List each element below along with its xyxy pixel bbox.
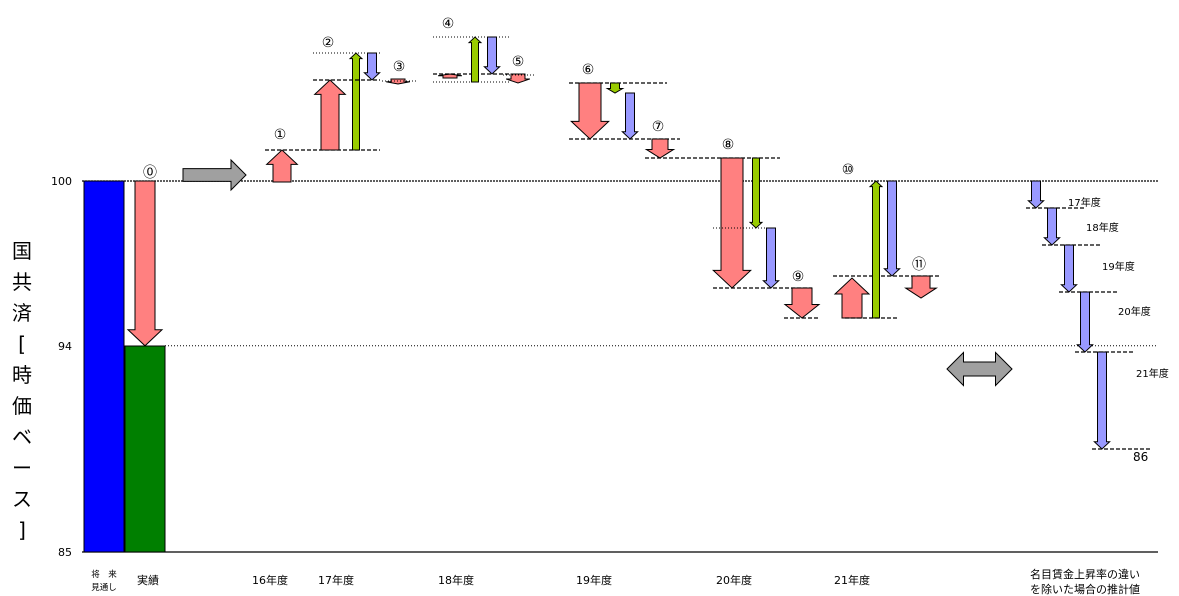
value-label: 86 bbox=[1133, 450, 1148, 464]
step-marker: ⑤ bbox=[512, 54, 525, 70]
step-6-arrow bbox=[570, 82, 610, 140]
step-4-arrow bbox=[438, 73, 462, 79]
step-marker: ③ bbox=[393, 59, 406, 75]
step-10-arrow-lavender bbox=[883, 180, 901, 277]
step-8-arrow-lavender bbox=[762, 227, 780, 289]
transition-arrow bbox=[182, 158, 247, 192]
category-label: を除いた場合の推計値 bbox=[1030, 582, 1140, 596]
step-7-arrow bbox=[644, 138, 676, 159]
step-marker: ④ bbox=[442, 16, 455, 32]
category-label: 将 来 bbox=[91, 569, 117, 580]
step-marker: ⓪ bbox=[143, 165, 157, 181]
step-marker: ⑥ bbox=[582, 62, 595, 78]
y-axis-label-char: 共 bbox=[12, 270, 32, 294]
step-6-arrow-green bbox=[605, 82, 625, 94]
step-2-arrow-green bbox=[348, 52, 364, 151]
fiscal-step-arrow-0 bbox=[1027, 180, 1045, 209]
fiscal-step-arrow-1 bbox=[1043, 207, 1061, 246]
fiscal-year-label: 21年度 bbox=[1136, 367, 1169, 380]
step-9-arrow bbox=[783, 287, 821, 319]
y-tick-label: 85 bbox=[58, 546, 72, 559]
fiscal-year-label: 17年度 bbox=[1068, 196, 1101, 209]
fiscal-step-arrow-4 bbox=[1093, 351, 1111, 450]
step-1-arrow bbox=[265, 149, 299, 183]
y-axis-label-char: ー bbox=[12, 456, 32, 480]
step-marker: ⑦ bbox=[652, 119, 665, 135]
y-axis-label-char: 済 bbox=[12, 301, 32, 325]
category-label: 16年度 bbox=[252, 573, 288, 587]
step-marker: ⑧ bbox=[722, 137, 735, 153]
category-label: 17年度 bbox=[318, 573, 354, 587]
category-label: 18年度 bbox=[438, 573, 474, 587]
step-2-arrow-lavender bbox=[363, 52, 381, 81]
step-11-arrow bbox=[904, 275, 938, 299]
category-label: 19年度 bbox=[576, 573, 612, 587]
y-tick-label: 100 bbox=[51, 175, 72, 188]
y-axis-label-char: ベ bbox=[12, 425, 32, 449]
category-label: 20年度 bbox=[716, 573, 752, 587]
category-label: 実績 bbox=[137, 573, 159, 587]
step-marker: ⑨ bbox=[792, 269, 805, 285]
fiscal-year-label: 18年度 bbox=[1086, 221, 1119, 234]
fiscal-step-arrow-3 bbox=[1076, 291, 1094, 353]
y-axis-label-char: [ bbox=[18, 332, 26, 356]
y-axis-label: 国共済 [ 時価ベース] bbox=[8, 236, 36, 546]
comparison-arrow bbox=[946, 351, 1013, 387]
y-axis-label-char: ス bbox=[12, 487, 32, 511]
y-axis-label-char: ] bbox=[18, 518, 26, 542]
step-0-arrow bbox=[126, 180, 164, 347]
step-6-arrow-lavender bbox=[621, 92, 639, 140]
step-4-arrow-lavender bbox=[483, 36, 501, 75]
step-marker: ② bbox=[322, 35, 335, 51]
bar-0 bbox=[83, 180, 125, 553]
step-4-arrow-green bbox=[467, 36, 483, 83]
y-axis-label-char: 時 bbox=[12, 363, 32, 387]
y-tick-label: 94 bbox=[58, 340, 72, 353]
y-axis-label-char: 国 bbox=[12, 239, 32, 263]
category-label: 名目賃金上昇率の違い bbox=[1030, 567, 1140, 581]
step-marker: ⑩ bbox=[842, 162, 855, 178]
step-marker: ① bbox=[274, 127, 287, 143]
fiscal-year-label: 20年度 bbox=[1118, 305, 1151, 318]
fiscal-year-label: 19年度 bbox=[1102, 260, 1135, 273]
fiscal-step-arrow-2 bbox=[1060, 244, 1078, 293]
step-8-arrow bbox=[712, 157, 752, 289]
step-8-arrow-green bbox=[748, 157, 764, 229]
category-label: 21年度 bbox=[834, 573, 870, 587]
category-label: 見通し bbox=[91, 582, 117, 593]
step-2-arrow bbox=[313, 79, 347, 151]
step-10-arrow-green bbox=[868, 180, 884, 319]
step-10-arrow bbox=[833, 277, 871, 319]
bar-1 bbox=[124, 345, 166, 553]
y-axis-label-char: 価 bbox=[12, 394, 32, 418]
step-marker: ⑪ bbox=[912, 257, 926, 273]
